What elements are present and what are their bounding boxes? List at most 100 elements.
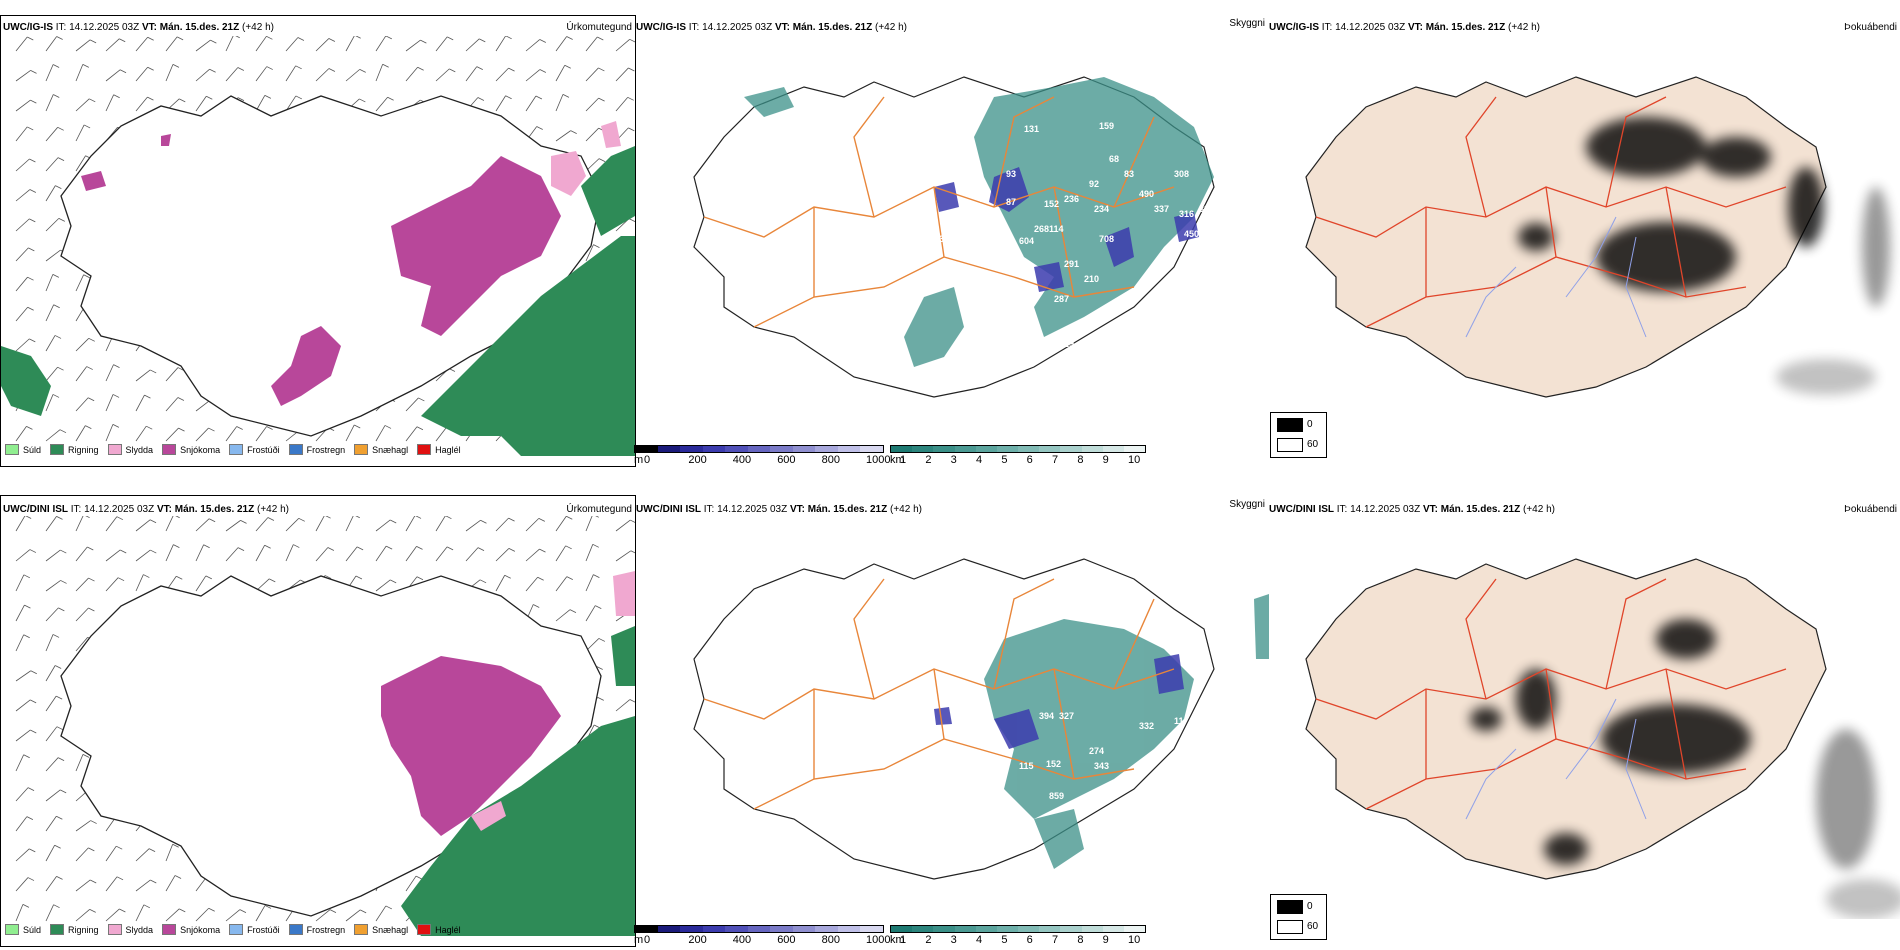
wind-barb-flag [175, 516, 180, 519]
point-label: 93 [934, 234, 944, 244]
point-label: 490 [1139, 189, 1154, 199]
wind-barb [135, 519, 151, 532]
rain-areas [1, 146, 635, 456]
wind-barb-flag [389, 579, 397, 584]
precip-panel-row1: UWC/IG-IS IT: 14.12.2025 03Z VT: Mán. 15… [0, 15, 636, 467]
wind-barb [15, 904, 24, 922]
wind-barb [15, 754, 25, 772]
wind-barb-flag [539, 39, 547, 43]
colorbar-tick: 9 [1102, 934, 1109, 945]
wind-barb-flag [328, 68, 336, 72]
colorbar-segment [635, 446, 658, 452]
colorbar-tick: 4 [976, 454, 983, 465]
colorbar-segment [1060, 446, 1082, 452]
colorbar-segment [1039, 926, 1061, 932]
wind-barb [525, 95, 537, 112]
wind-barb [15, 426, 27, 442]
wind-barb-flag [415, 516, 422, 519]
wind-barb [375, 519, 391, 532]
precip-legend: Súld Rigning Slydda Snjókoma Frostúði Frostre… [5, 444, 461, 455]
wind-barb [615, 97, 629, 112]
panel-variable: Þokuábendi [1844, 22, 1897, 33]
wind-barb-flag [598, 158, 606, 162]
wind-barb [165, 397, 179, 412]
wind-barb-flag [58, 218, 66, 222]
wind-barb [375, 425, 386, 442]
wind-barb-flag [208, 518, 216, 523]
wind-barb [75, 607, 89, 622]
wind-barb [315, 516, 325, 532]
wind-barb [135, 96, 148, 112]
wind-barb-flag [88, 337, 95, 342]
legend-swatch [50, 444, 65, 455]
fog-low-label: 60 [1307, 439, 1319, 450]
cloud-map: 394 327 332 274 343 115 152 859 11 [693, 558, 1269, 880]
wind-barb-flag [87, 397, 95, 402]
wind-barb-flag [88, 847, 95, 852]
wind-barb [75, 425, 86, 442]
wind-barb-flag [29, 848, 36, 853]
wind-barb [225, 520, 241, 532]
point-label: 327 [1059, 711, 1074, 721]
wind-barb-flag [30, 729, 37, 734]
wind-barb-flag [59, 789, 67, 794]
wind-barb-flag [116, 845, 123, 850]
wind-barb [45, 816, 57, 832]
colorbar-segment [1123, 926, 1146, 932]
wind-barb-flag [237, 97, 245, 101]
colorbar-segment [996, 446, 1019, 452]
wind-barb-flag [297, 37, 305, 41]
wind-barb [255, 36, 267, 52]
snow-areas [81, 134, 561, 406]
wind-barb [435, 516, 446, 532]
panel-variable: Skyggni [1229, 499, 1265, 510]
wind-barb [615, 67, 629, 82]
wind-barb-flag [119, 69, 127, 74]
wind-barb [15, 549, 31, 562]
wind-barb [105, 94, 115, 112]
wind-barb-flag [385, 545, 393, 550]
wind-barb [375, 545, 387, 562]
wind-barb [15, 99, 31, 112]
legend-item: Snæhagl [354, 444, 408, 455]
visibility-colorbar: km 1 2 3 4 5 6 7 8 9 10 [890, 925, 1146, 945]
colorbar-tick: 400 [732, 934, 752, 945]
wind-barb [555, 576, 568, 592]
snow-areas [381, 656, 561, 836]
wind-barb [615, 699, 631, 712]
wind-barb [375, 96, 388, 112]
wind-barb-flag [112, 394, 120, 398]
wind-barb-flag [53, 304, 60, 309]
legend-swatch [162, 924, 177, 935]
wind-barb-flag [598, 67, 605, 72]
wind-barb [15, 634, 25, 652]
colorbar-segment [815, 446, 838, 452]
wind-barb-flag [628, 127, 635, 132]
colorbar-tick: 1000 [866, 934, 891, 945]
wind-barb-flag [295, 95, 303, 100]
wind-barb-flag [150, 369, 157, 374]
wind-barb-flag [210, 39, 217, 44]
wind-barb [45, 249, 61, 262]
wind-barb-flag [113, 364, 120, 369]
ceiling-areas [934, 654, 1184, 749]
point-label: 308 [1174, 169, 1189, 179]
wind-barb [135, 67, 148, 82]
wind-barb [165, 908, 180, 922]
wind-barb [75, 366, 88, 382]
wind-barb-flag [89, 98, 96, 103]
wind-barb-flag [629, 699, 635, 703]
wind-barb [285, 518, 300, 532]
wind-barb-flag [329, 909, 337, 914]
legend-label: Frostregn [306, 444, 346, 455]
legend-item: Snjókoma [162, 924, 220, 935]
wind-barb-flag [539, 69, 547, 73]
wind-barb [375, 36, 387, 52]
wind-barb-flag [60, 549, 67, 554]
precip-map [15, 516, 635, 936]
fog-high-swatch [1277, 900, 1303, 914]
ceiling-colorbar: m 0 200 400 600 800 1000 [634, 445, 890, 465]
wind-barb-flag [85, 425, 92, 429]
wind-barb-flag [593, 574, 600, 578]
wind-barb [405, 546, 417, 562]
